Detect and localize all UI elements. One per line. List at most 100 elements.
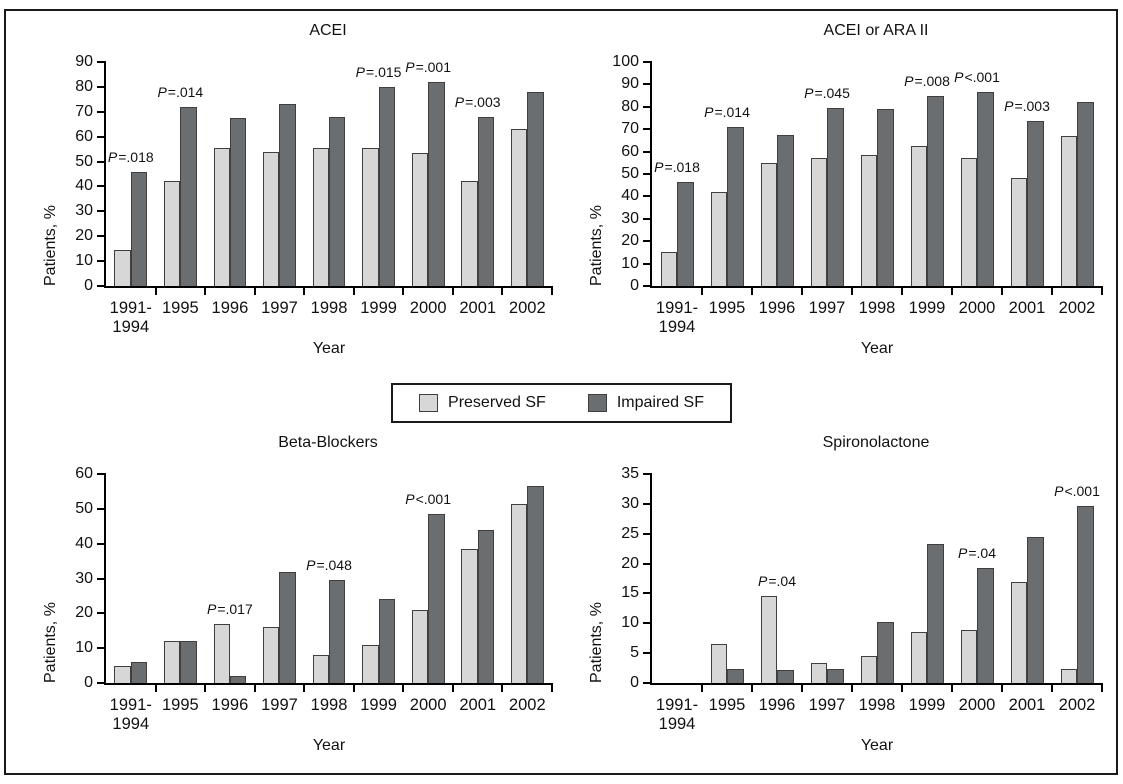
legend: Preserved SF Impaired SF bbox=[0, 383, 1123, 423]
p-value-label: P=.014 bbox=[704, 103, 750, 120]
p-value-label: P=.017 bbox=[206, 600, 253, 617]
x-tick-mark bbox=[1101, 683, 1103, 692]
x-tick-mark bbox=[851, 683, 853, 692]
x-tick-label: 1991- 1994 bbox=[655, 696, 699, 733]
y-tick-mark bbox=[97, 210, 106, 213]
bar-preserved-sf bbox=[312, 655, 330, 683]
bar-group bbox=[1052, 62, 1102, 286]
x-tick-label: 1996 bbox=[211, 696, 249, 714]
bar-preserved-sf bbox=[114, 249, 131, 286]
p-value-label: P=.001 bbox=[405, 58, 451, 75]
p-value-label: P=.003 bbox=[1004, 98, 1050, 115]
y-tick-mark bbox=[643, 128, 652, 131]
y-tick-label: 90 bbox=[75, 53, 93, 70]
bar-impaired-sf bbox=[727, 126, 744, 286]
x-tick-mark bbox=[303, 286, 306, 295]
y-tick-label: 0 bbox=[84, 674, 93, 691]
p-value-label: P<.001 bbox=[954, 69, 1000, 86]
bar-preserved-sf bbox=[760, 162, 777, 286]
y-tick-mark bbox=[97, 473, 106, 475]
bar-impaired-sf bbox=[428, 514, 445, 683]
y-tick-mark bbox=[643, 105, 652, 108]
chart-panel-spironolactone: Spironolactone Patients, % 0 5 10 15 20 25 30 35 P… bbox=[578, 432, 1110, 765]
bar-impaired-sf bbox=[329, 580, 346, 683]
bar-group bbox=[255, 474, 305, 683]
x-tick-mark bbox=[1001, 286, 1003, 295]
y-tick-mark bbox=[643, 682, 652, 684]
bar-preserved-sf bbox=[910, 632, 927, 683]
bar-group bbox=[156, 474, 206, 683]
y-tick-mark bbox=[97, 260, 106, 263]
bar-impaired-sf bbox=[229, 118, 247, 286]
x-tick-mark bbox=[204, 683, 207, 692]
y-tick-label: 70 bbox=[75, 102, 93, 120]
x-axis-title: Year bbox=[312, 737, 346, 754]
x-tick-mark bbox=[901, 286, 903, 295]
bar-group bbox=[652, 62, 702, 286]
x-tick-mark bbox=[352, 286, 355, 295]
bar-group bbox=[902, 474, 952, 683]
bar-group bbox=[1052, 474, 1102, 683]
x-tick-mark bbox=[501, 286, 504, 295]
x-tick-label: 1991- 1994 bbox=[109, 696, 152, 733]
y-tick-label: 100 bbox=[612, 53, 639, 70]
x-tick-label: 2002 bbox=[508, 696, 546, 714]
y-tick-mark bbox=[643, 240, 652, 243]
y-tick-label: 30 bbox=[621, 494, 639, 512]
bar-group bbox=[453, 62, 503, 286]
bar-impaired-sf bbox=[229, 676, 247, 683]
x-tick-label: 1998 bbox=[310, 696, 348, 714]
x-tick-label: 1995 bbox=[161, 299, 199, 317]
bar-impaired-sf bbox=[977, 92, 994, 286]
bar-preserved-sf bbox=[1010, 178, 1027, 286]
bar-group bbox=[503, 474, 553, 683]
bar-group bbox=[354, 62, 404, 286]
plot-area: Patients, % 0 5 10 15 20 25 30 35 P=.04 P=.04 P<.00… bbox=[588, 466, 1103, 754]
y-tick-mark bbox=[97, 647, 106, 650]
bar-preserved-sf bbox=[860, 154, 877, 286]
x-tick-label: 2000 bbox=[958, 696, 996, 714]
bar-impaired-sf bbox=[378, 599, 395, 683]
bar-impaired-sf bbox=[877, 109, 894, 286]
x-tick-label: 2000 bbox=[409, 299, 447, 317]
bar-preserved-sf bbox=[810, 158, 827, 286]
y-tick-mark bbox=[643, 473, 652, 475]
bar-impaired-sf bbox=[777, 134, 794, 286]
chart-title: ACEI bbox=[309, 22, 347, 39]
x-tick-mark bbox=[901, 683, 903, 692]
y-tick-label: 35 bbox=[621, 465, 639, 482]
y-tick-label: 90 bbox=[621, 75, 639, 93]
bar-impaired-sf bbox=[927, 95, 944, 286]
bar-preserved-sf bbox=[1010, 582, 1027, 683]
bar-impaired-sf bbox=[130, 171, 148, 286]
p-value-label: P=.008 bbox=[904, 72, 950, 89]
bar-group bbox=[106, 474, 156, 683]
bar-group bbox=[952, 62, 1002, 286]
x-tick-label: 1997 bbox=[261, 696, 298, 714]
x-tick-mark bbox=[701, 683, 703, 692]
bar-group bbox=[802, 474, 852, 683]
y-tick-label: 15 bbox=[621, 584, 639, 602]
bar-preserved-sf bbox=[362, 644, 379, 683]
y-tick-mark bbox=[97, 110, 106, 113]
bar-impaired-sf bbox=[180, 641, 197, 683]
bar-group bbox=[702, 62, 752, 286]
bar-group bbox=[902, 62, 952, 286]
y-tick-mark bbox=[643, 61, 652, 63]
legend-item-preserved-sf: Preserved SF bbox=[419, 394, 546, 412]
x-tick-label: 1991- 1994 bbox=[655, 299, 699, 336]
x-axis-title: Year bbox=[312, 340, 346, 357]
y-tick-label: 60 bbox=[75, 465, 93, 482]
bar-group bbox=[752, 62, 802, 286]
y-tick-mark bbox=[97, 160, 106, 163]
y-tick-mark bbox=[97, 285, 106, 287]
bar-impaired-sf bbox=[777, 670, 794, 683]
y-tick-mark bbox=[643, 562, 652, 565]
p-value-label: P=.003 bbox=[454, 93, 501, 110]
x-tick-mark bbox=[253, 683, 256, 692]
y-tick-label: 30 bbox=[75, 569, 93, 587]
y-tick-label: 0 bbox=[630, 674, 639, 691]
x-tick-mark bbox=[352, 683, 355, 692]
x-tick-mark bbox=[402, 286, 405, 295]
x-tick-label: 2000 bbox=[958, 299, 996, 317]
